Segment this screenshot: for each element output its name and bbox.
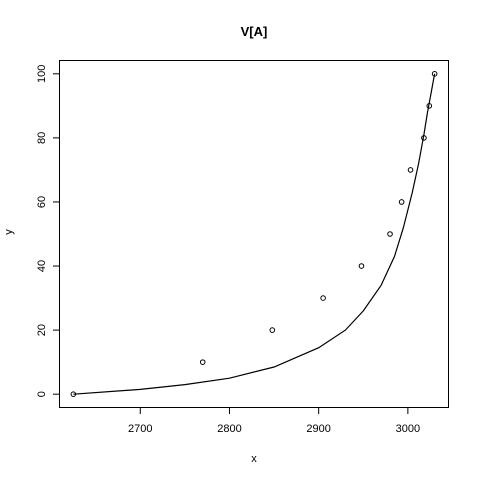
data-point <box>421 135 427 141</box>
data-point <box>431 71 438 77</box>
data-point <box>407 167 414 173</box>
y-tick-label: 100 <box>36 65 48 83</box>
data-point <box>320 295 326 301</box>
y-tick-label: 40 <box>36 260 48 272</box>
x-tick-label: 3000 <box>396 423 420 435</box>
y-tick-label: 80 <box>36 132 48 144</box>
y-tick-label: 20 <box>36 324 48 336</box>
data-point <box>199 359 206 365</box>
x-axis: 2700 2800 2900 3000 <box>128 407 420 435</box>
data-point <box>70 391 77 397</box>
y-axis: 0 20 40 60 80 100 <box>36 65 60 397</box>
chart-title: V[A] <box>241 24 268 39</box>
data-point <box>387 231 393 237</box>
x-axis-label: x <box>251 453 257 465</box>
fitted-curve <box>73 73 436 395</box>
y-tick-label: 0 <box>36 391 48 397</box>
data-point <box>269 327 276 333</box>
x-tick-label: 2800 <box>217 423 241 435</box>
data-point <box>426 103 433 109</box>
y-tick-label: 60 <box>36 196 48 208</box>
x-tick-label: 2900 <box>306 423 330 435</box>
data-point <box>358 263 365 269</box>
data-point <box>398 199 405 205</box>
marks <box>70 71 438 397</box>
y-axis-label: y <box>3 229 15 235</box>
x-tick-label: 2700 <box>128 423 152 435</box>
plot-area <box>59 60 449 408</box>
